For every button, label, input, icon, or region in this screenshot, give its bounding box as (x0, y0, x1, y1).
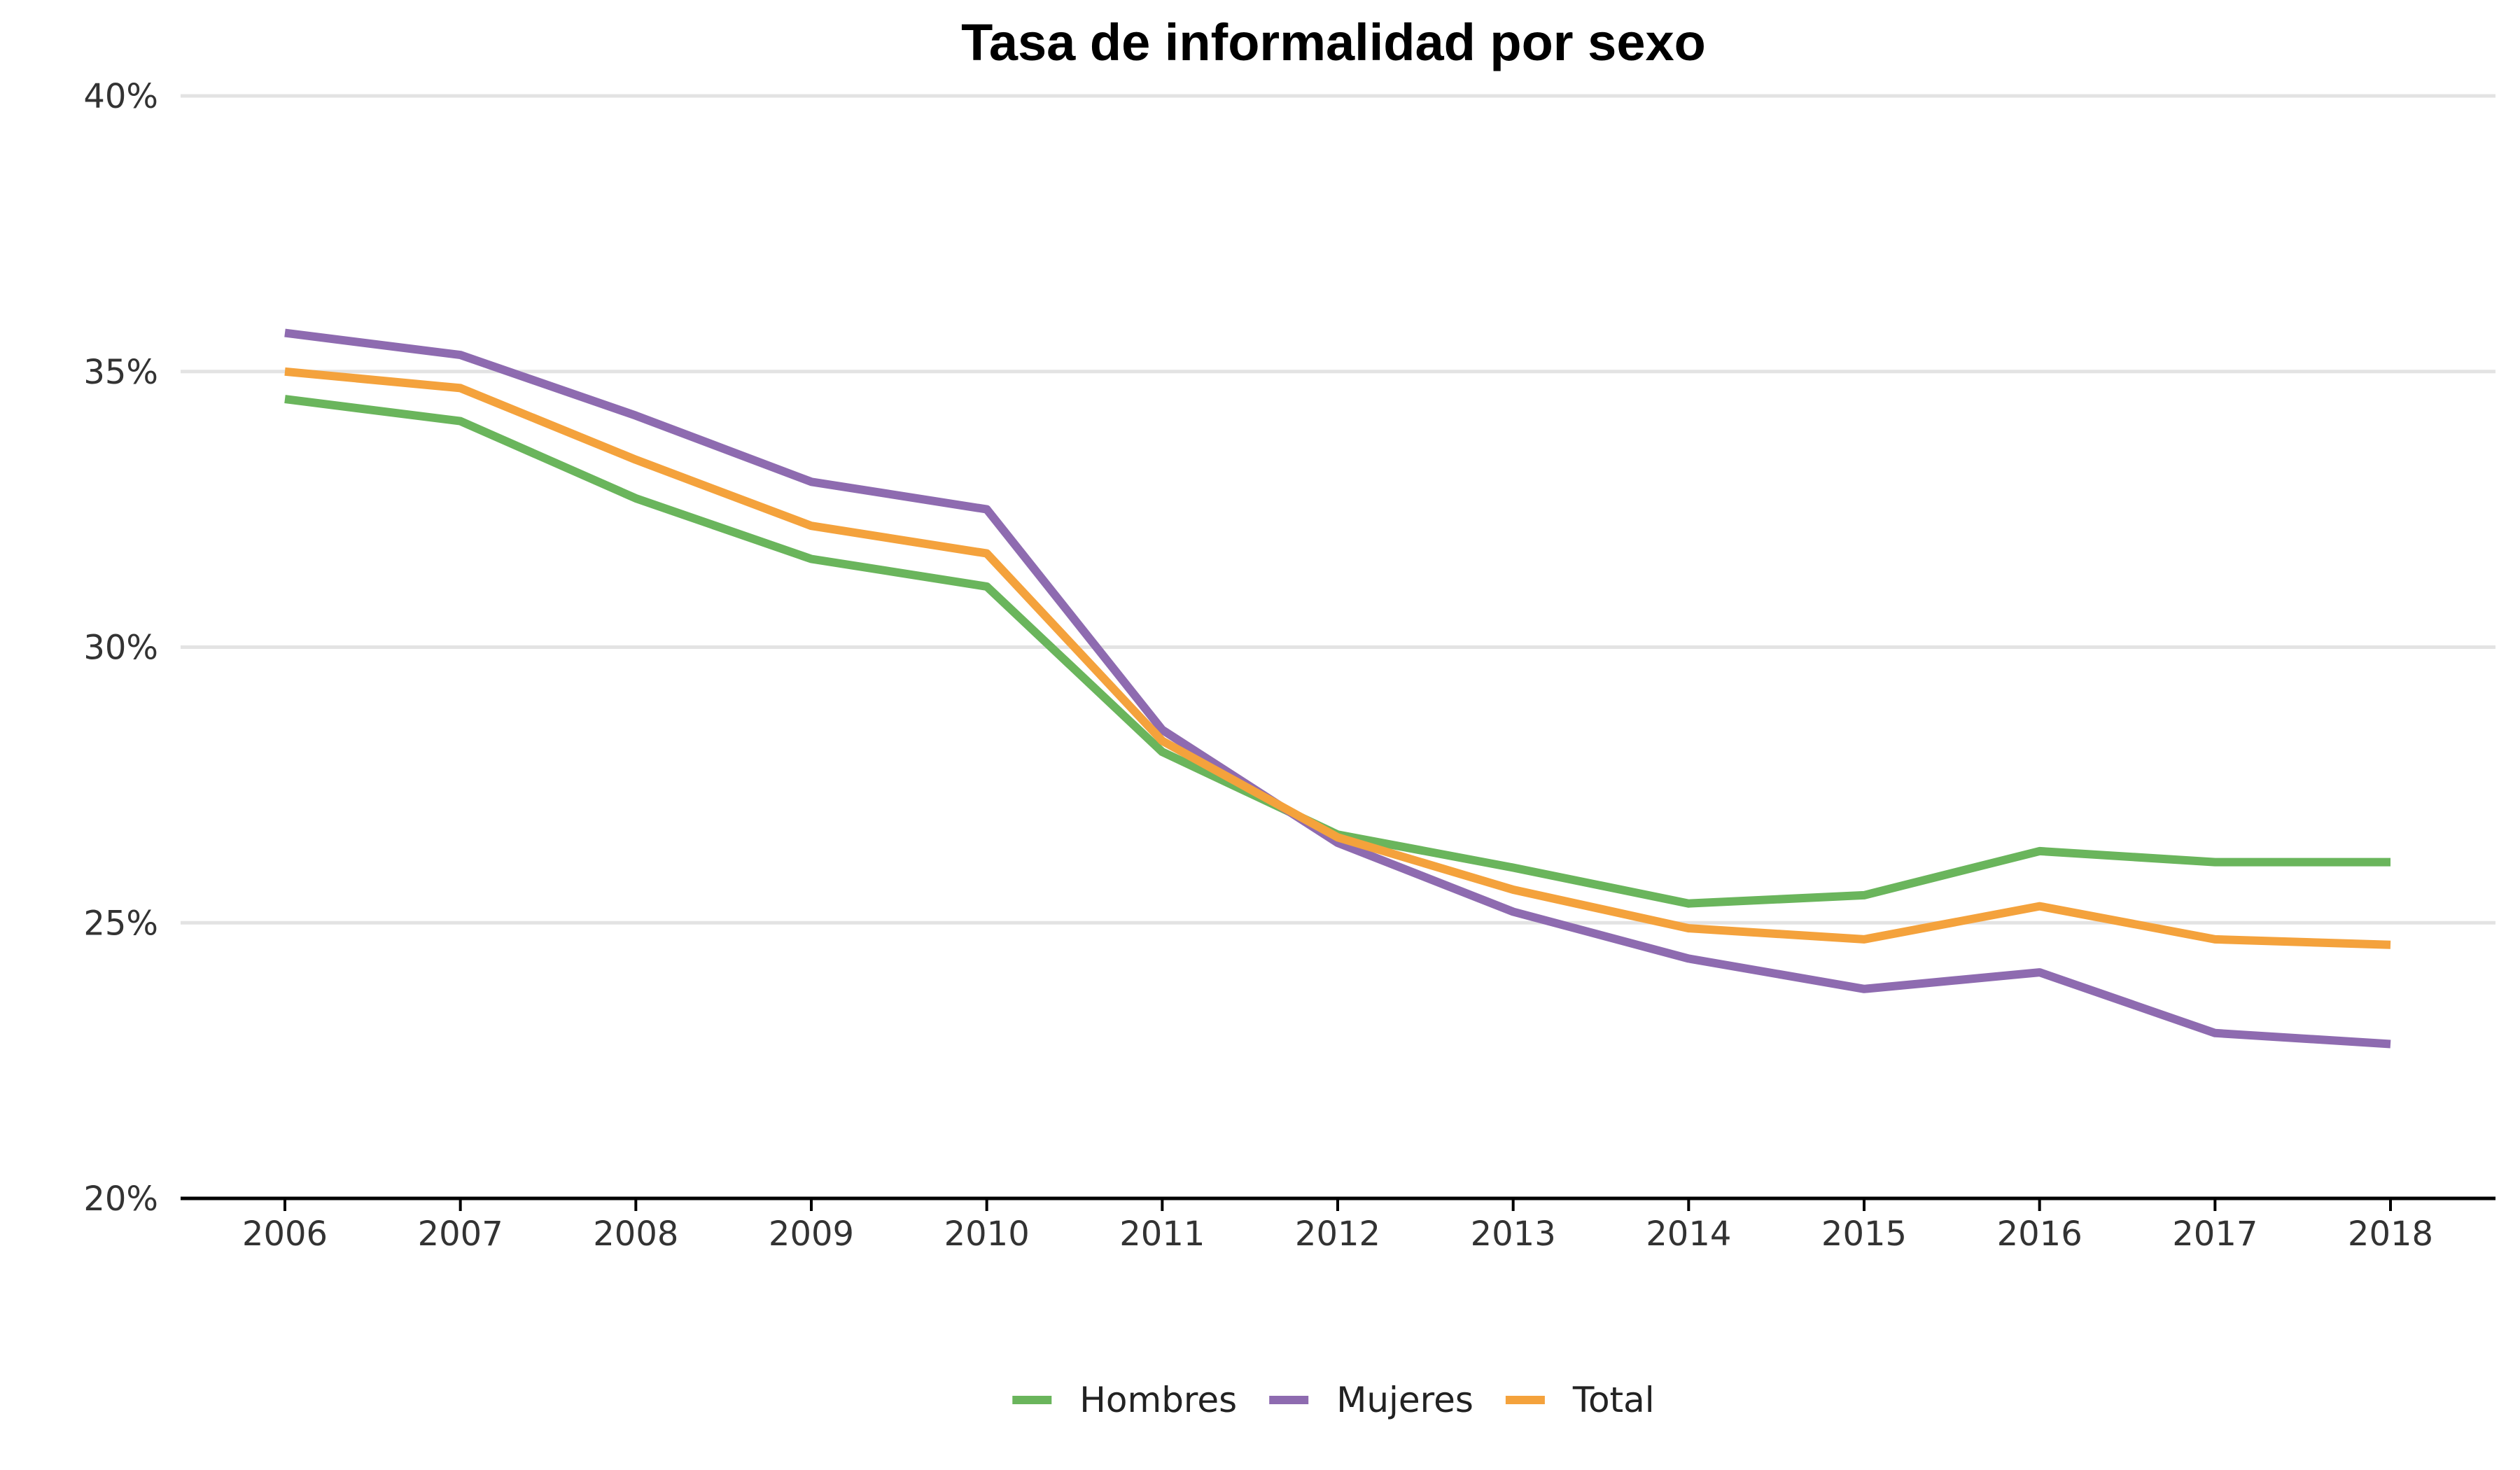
x-tick-label: 2012 (1295, 1214, 1380, 1254)
y-tick-label: 25% (83, 904, 158, 943)
legend-label: Total (1572, 1380, 1655, 1420)
x-tick-label: 2017 (2172, 1214, 2258, 1254)
x-tick-label: 2010 (944, 1214, 1030, 1254)
series-line-total (284, 367, 2391, 949)
legend-item-total: Total (1505, 1380, 1655, 1420)
x-tick-label: 2015 (1821, 1214, 1907, 1254)
legend-label: Mujeres (1336, 1380, 1474, 1420)
series-lines (284, 328, 2391, 1049)
x-axis (181, 1196, 2496, 1211)
x-tick-label: 2011 (1119, 1214, 1205, 1254)
y-axis-tick-labels: 20% 25% 30% 35% 40% (83, 77, 158, 1219)
x-axis-tick-labels: 2006 2007 2008 2009 2010 2011 2012 2013 2014 2015… (242, 1214, 2433, 1254)
series-line-mujeres (284, 328, 2391, 1049)
series-line-hombres (284, 395, 2390, 908)
x-tick-label: 2006 (242, 1214, 328, 1254)
x-tick-label: 2013 (1471, 1214, 1556, 1254)
y-tick-label: 40% (83, 77, 158, 116)
grid (181, 94, 2496, 925)
legend-label: Hombres (1079, 1380, 1237, 1420)
chart-title: Tasa de informalidad por sexo (961, 13, 1706, 71)
y-tick-label: 20% (83, 1180, 158, 1219)
x-tick-label: 2018 (2348, 1214, 2433, 1254)
x-tick-label: 2008 (593, 1214, 678, 1254)
y-tick-label: 35% (83, 353, 158, 392)
x-tick-label: 2016 (1997, 1214, 2082, 1254)
legend-item-hombres: Hombres (1012, 1380, 1237, 1420)
x-tick-label: 2007 (418, 1214, 503, 1254)
x-tick-label: 2009 (769, 1214, 854, 1254)
legend: Hombres Mujeres Total (1012, 1380, 1655, 1420)
x-tick-label: 2014 (1646, 1214, 1731, 1254)
legend-item-mujeres: Mujeres (1269, 1380, 1474, 1420)
y-tick-label: 30% (83, 629, 158, 668)
